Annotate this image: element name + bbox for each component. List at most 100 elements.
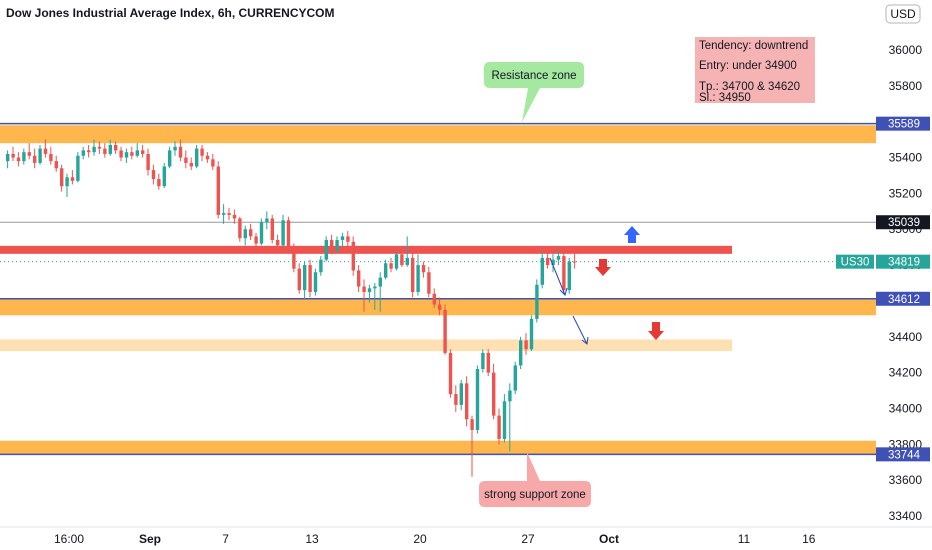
candle-body (394, 254, 399, 269)
candle-body (513, 365, 517, 391)
candle (330, 234, 334, 255)
candle (200, 144, 204, 162)
projection-line-2 (572, 315, 589, 345)
candle (443, 304, 447, 355)
candle-body (232, 214, 237, 219)
candle (216, 161, 220, 219)
candle-body (378, 277, 382, 287)
candle-body (421, 265, 426, 273)
candle-body (573, 261, 577, 263)
candle-body (313, 272, 318, 292)
candle-body (38, 148, 42, 163)
candle-body (535, 284, 539, 319)
resistance-label: Resistance zone (491, 70, 576, 82)
candle (448, 349, 453, 398)
candle (573, 250, 577, 269)
support-label: strong support zone (484, 489, 586, 501)
candle (519, 336, 523, 370)
candle-body (297, 268, 301, 291)
candle-body (33, 155, 37, 163)
candle (178, 139, 183, 162)
resistance-callout (484, 62, 584, 122)
candle-body (346, 236, 350, 242)
candle (497, 408, 501, 445)
candle-body (330, 239, 334, 251)
candle-body (443, 309, 447, 353)
candle-body (270, 218, 274, 240)
candle (97, 141, 102, 154)
candle-body (308, 265, 312, 292)
chart-title: Dow Jones Industrial Average Index, 6h, … (6, 6, 335, 20)
candle (540, 250, 544, 289)
candle (265, 211, 269, 230)
down-arrow-icon (648, 322, 664, 340)
price-badge-bg (876, 254, 930, 269)
info-line-tendency: Tendency: downtrend (699, 40, 808, 52)
candle (535, 279, 539, 323)
candle (384, 259, 388, 280)
y-tick-label: 34000 (889, 401, 923, 415)
projection-line-1 (549, 257, 568, 296)
candle (454, 385, 458, 413)
candle (227, 207, 231, 221)
candle (502, 394, 507, 443)
candle-body (60, 168, 64, 187)
candle (319, 256, 323, 276)
candle-body (195, 148, 199, 167)
candle-body (556, 256, 561, 260)
candle (211, 153, 215, 171)
candle-body (141, 150, 145, 154)
zone-pale (0, 339, 732, 352)
candle (270, 214, 274, 244)
candle (81, 146, 85, 160)
candle (281, 214, 285, 248)
price-badge-label: 33744 (888, 449, 921, 461)
candle-body (405, 257, 409, 266)
price-badge: 33744 (876, 447, 930, 462)
currency-button[interactable]: USD (885, 4, 921, 24)
y-tick-label: 33600 (889, 473, 923, 487)
candle-body (411, 257, 415, 292)
candle-body (135, 150, 139, 156)
candle (276, 234, 280, 251)
candle (87, 144, 91, 158)
candle (286, 216, 291, 253)
currency-button-label: USD (890, 7, 916, 21)
y-tick-label: 35200 (889, 186, 923, 200)
candle-body (157, 179, 161, 187)
candle (400, 250, 404, 267)
price-badge: 35589 (876, 116, 930, 131)
candle (308, 259, 312, 298)
candle-body (259, 222, 264, 244)
candle-body (130, 152, 134, 156)
candle (324, 236, 328, 262)
candle (108, 139, 112, 156)
candle (438, 297, 442, 316)
y-tick-label: 35400 (889, 151, 923, 165)
candle (405, 236, 409, 267)
candle (6, 150, 10, 169)
candle-body (281, 220, 285, 246)
candle-body (108, 144, 112, 154)
up-arrow-icon (624, 226, 640, 243)
candle-body (22, 152, 26, 162)
candle (459, 379, 463, 411)
price-badge-label: 35039 (888, 217, 920, 229)
zone-orange (0, 125, 876, 144)
price-badge-bg (876, 116, 930, 131)
candle-body (205, 155, 210, 160)
candle-body (249, 229, 253, 237)
candle-body (357, 270, 361, 287)
zones-layer (0, 125, 876, 455)
candle-body (168, 150, 172, 167)
price-badge: 34612 (876, 291, 930, 306)
candle (157, 173, 161, 190)
candle-body (200, 148, 204, 156)
candle (135, 143, 139, 158)
x-tick-label: 13 (305, 532, 319, 546)
candle (195, 144, 199, 169)
candle (249, 223, 253, 240)
candle (189, 157, 193, 171)
price-badge-label: 34612 (888, 294, 920, 306)
price-badge: 35039 (876, 215, 930, 230)
